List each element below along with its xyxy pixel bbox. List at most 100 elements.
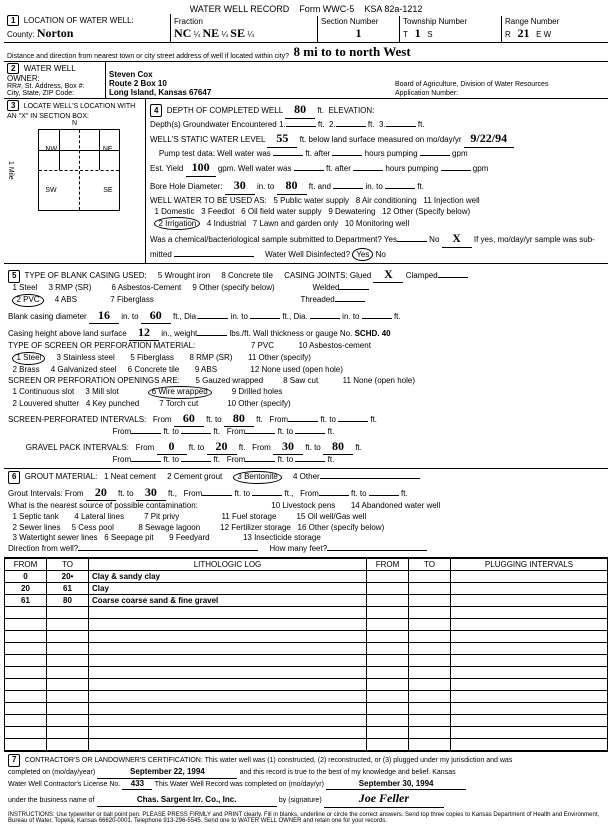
p15: 15 Oil well/Gas well (296, 512, 366, 521)
sec6-num: 6 (8, 471, 20, 484)
gpi-f2: 30 (273, 438, 303, 455)
gw3: 3. (379, 120, 386, 129)
owner-addr: Route 2 Box 10 (109, 79, 167, 88)
disinf-no: No (376, 250, 386, 259)
o3: 3 Mill slot (85, 387, 118, 396)
hrs2: hours pumping (385, 164, 438, 173)
city-label: City, State, ZIP Code: (7, 90, 102, 97)
twp-t: T (403, 30, 408, 39)
sec3-num: 3 (7, 100, 19, 111)
static-value: 55 (267, 130, 297, 148)
p3: 3 Watertight sewer lines (12, 533, 97, 542)
cert-text: CONTRACTOR'S OR LANDOWNER'S CERTIFICATIO… (25, 757, 513, 764)
cert-signature: Joe Feller (324, 790, 444, 807)
section-value: 1 (321, 26, 396, 41)
chem-no: No (429, 235, 439, 244)
o4: 4 Key punched (86, 399, 139, 408)
p9: 9 Feedyard (169, 533, 209, 542)
p7: 7 Pit privy (144, 512, 179, 521)
s1-circled: 1 Steel (12, 352, 45, 365)
ww2: Well water was (238, 164, 292, 173)
gw-label: Depth(s) Groundwater Encountered (150, 120, 277, 129)
contam-label: What is the nearest source of possible c… (8, 501, 198, 510)
cert-rec: and this record is true to the best of m… (240, 769, 456, 776)
form-ksa: KSA 82a-1212 (364, 4, 422, 14)
th-log: LITHOLOGIC LOG (89, 558, 367, 570)
p2: 2 Sewer lines (12, 523, 60, 532)
gw1: 1. (279, 120, 286, 129)
p8: 8 Sewage lagoon (138, 523, 200, 532)
chem-ifyes: If yes, mo/day/yr sample was sub- (474, 235, 595, 244)
into2: in. to (121, 312, 138, 321)
twp-s: S (427, 30, 432, 39)
u5: 5 Public water supply (273, 196, 349, 205)
cert-bus: under the business name of (8, 797, 94, 804)
bore1: 30 (225, 177, 255, 195)
cert-comp: completed on (mo/day/year) (8, 769, 95, 776)
th-to: TO (47, 558, 89, 570)
owner-city: Long Island, Kansas 67647 (109, 88, 211, 97)
c7: 7 Fiberglass (110, 295, 154, 304)
spi-label: SCREEN-PERFORATED INTERVALS: (8, 415, 146, 424)
est-value: 100 (186, 159, 216, 177)
chem-mitted: mitted (150, 250, 172, 259)
p5: 5 Cess pool (72, 523, 114, 532)
dist-value: 8 mi to to north West (294, 44, 411, 60)
bcd2: 60 (141, 307, 171, 324)
dist-label: Distance and direction from nearest town… (7, 53, 289, 60)
s5: 5 Fiberglass (130, 353, 174, 362)
locate-label: LOCATE WELL'S LOCATION WITH AN "X" IN SE… (7, 103, 135, 120)
sec5-num: 5 (8, 270, 20, 283)
gint-label: Grout Intervals: From (8, 489, 84, 498)
from1: From (153, 415, 172, 424)
o6-circled: 6 Wire wrapped (148, 386, 212, 399)
sec7-num: 7 (8, 754, 20, 767)
app-label: Application Number: (395, 90, 458, 97)
q3: ¼ (247, 30, 254, 39)
o10: 10 Other (specify) (227, 399, 291, 408)
u10: 10 Monitoring well (345, 219, 409, 228)
aft1: ft. after (305, 149, 330, 158)
bore2: 80 (277, 177, 307, 195)
frac3: SE (230, 26, 245, 40)
g4: 4 Other (293, 472, 320, 481)
u9: 9 Dewatering (328, 207, 375, 216)
th-to2: TO (409, 558, 451, 570)
screen-label: TYPE OF SCREEN OR PERFORATION MATERIAL: (8, 341, 195, 350)
c6: 6 Asbestos-Cement (111, 283, 181, 292)
static-date: 9/22/94 (464, 130, 514, 148)
joint-x: X (373, 266, 403, 283)
gpm2: gpm. (218, 164, 236, 173)
c3: 3 RMP (SR) (48, 283, 91, 292)
o2: 2 Louvered shutter (12, 399, 79, 408)
height-value: 12 (129, 324, 159, 341)
s6: 6 Concrete tile (128, 365, 180, 374)
fraction-label: Fraction (174, 17, 203, 26)
spi-t1: 80 (224, 410, 254, 427)
p14: 14 Abandoned water well (351, 501, 440, 510)
gpi-label: GRAVEL PACK INTERVALS: (26, 443, 129, 452)
pump-label: Pump test data: (159, 149, 215, 158)
gpi-t2: 80 (323, 438, 353, 455)
cert-rec2: This Water Well Record was completed on … (155, 781, 324, 788)
cert-date1: September 22, 1994 (130, 767, 205, 776)
static-tail: ft. below land surface measured on mo/da… (300, 135, 462, 144)
s2: 2 Brass (12, 365, 39, 374)
q1: ¼ (194, 30, 201, 39)
cert-by: by (signature) (279, 797, 322, 804)
frac1: NC (174, 26, 191, 40)
gpm1: gpm (452, 149, 468, 158)
chem-x: X (442, 230, 472, 248)
owner-name: Steven Cox (109, 70, 153, 79)
dir-label: Direction from well? (8, 544, 78, 553)
est-label: Est. Yield (150, 164, 183, 173)
threaded: Threaded (300, 295, 334, 304)
disinf-label: Water Well Disinfected? (265, 250, 350, 259)
chem-label: Was a chemical/bacteriological sample su… (150, 235, 397, 244)
p10: 10 Livestock pens (271, 501, 335, 510)
rng-r: R (505, 30, 511, 39)
s11: 11 Other (specify) (248, 353, 311, 362)
depth-label: DEPTH OF COMPLETED WELL (167, 106, 283, 115)
c4: 4 ABS (55, 295, 77, 304)
sec4-num: 4 (150, 104, 162, 117)
